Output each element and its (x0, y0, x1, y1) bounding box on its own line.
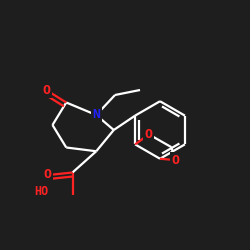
Text: O: O (42, 84, 50, 96)
Text: N: N (92, 108, 100, 122)
Text: HO: HO (34, 185, 48, 198)
Text: O: O (171, 154, 179, 166)
Text: O: O (145, 128, 153, 141)
Text: O: O (44, 168, 52, 181)
